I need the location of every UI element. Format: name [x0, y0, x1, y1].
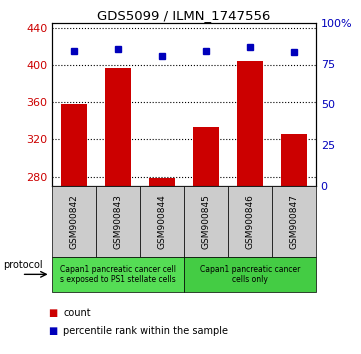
Text: percentile rank within the sample: percentile rank within the sample	[63, 326, 228, 336]
Bar	[281, 134, 307, 186]
Text: GSM900845: GSM900845	[201, 194, 210, 249]
Bar	[193, 127, 219, 186]
Text: protocol: protocol	[4, 261, 43, 270]
Text: ■: ■	[48, 326, 57, 336]
Text: GSM900844: GSM900844	[158, 194, 167, 249]
Bar	[237, 61, 263, 186]
Title: GDS5099 / ILMN_1747556: GDS5099 / ILMN_1747556	[97, 9, 271, 22]
Text: GSM900842: GSM900842	[70, 194, 79, 249]
Text: count: count	[63, 308, 91, 318]
Bar	[61, 104, 87, 186]
Bar	[105, 68, 131, 186]
Text: Capan1 pancreatic cancer cell
s exposed to PS1 stellate cells: Capan1 pancreatic cancer cell s exposed …	[60, 265, 176, 284]
Text: GSM900843: GSM900843	[114, 194, 123, 249]
Bar	[149, 178, 175, 186]
Text: GSM900847: GSM900847	[290, 194, 299, 249]
Text: ■: ■	[48, 308, 57, 318]
Text: Capan1 pancreatic cancer
cells only: Capan1 pancreatic cancer cells only	[200, 265, 300, 284]
Text: GSM900846: GSM900846	[245, 194, 255, 249]
